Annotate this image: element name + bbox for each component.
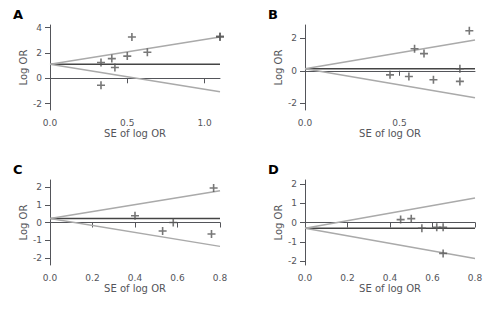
svg-text:-1: -1 (33, 235, 42, 245)
svg-text:B: B (268, 7, 278, 22)
svg-text:-2: -2 (288, 98, 297, 108)
svg-text:-1: -1 (288, 237, 297, 247)
svg-text:SE of log OR: SE of log OR (104, 128, 166, 139)
svg-text:2: 2 (291, 179, 297, 189)
svg-text:-2: -2 (33, 99, 42, 109)
svg-text:0.0: 0.0 (43, 118, 58, 128)
svg-text:0.6: 0.6 (170, 273, 185, 283)
svg-text:0: 0 (291, 66, 297, 76)
svg-text:SE of log OR: SE of log OR (104, 283, 166, 294)
svg-text:1: 1 (291, 198, 297, 208)
svg-text:0.6: 0.6 (425, 273, 440, 283)
svg-text:0: 0 (36, 73, 42, 83)
svg-text:0.0: 0.0 (298, 118, 313, 128)
svg-text:D: D (268, 162, 279, 177)
svg-text:0.5: 0.5 (392, 118, 406, 128)
svg-text:0: 0 (291, 218, 297, 228)
svg-text:0.8: 0.8 (213, 273, 228, 283)
svg-text:2: 2 (291, 33, 297, 43)
svg-text:0.4: 0.4 (128, 273, 143, 283)
svg-text:Log OR: Log OR (273, 205, 284, 241)
svg-text:2: 2 (36, 48, 42, 58)
svg-text:1: 1 (36, 200, 42, 210)
svg-text:0.4: 0.4 (383, 273, 398, 283)
svg-text:0.2: 0.2 (340, 273, 354, 283)
svg-text:Log OR: Log OR (18, 205, 29, 241)
svg-text:SE of log OR: SE of log OR (359, 283, 421, 294)
svg-text:-2: -2 (288, 256, 297, 266)
svg-text:1.0: 1.0 (197, 118, 212, 128)
svg-text:-2: -2 (33, 253, 42, 263)
svg-text:2: 2 (36, 182, 42, 192)
svg-text:0.0: 0.0 (298, 273, 313, 283)
svg-text:C: C (13, 162, 23, 177)
svg-text:Log OR: Log OR (18, 50, 29, 86)
svg-text:A: A (13, 7, 23, 22)
svg-text:Log OR: Log OR (273, 50, 284, 86)
svg-text:SE of log OR: SE of log OR (359, 128, 421, 139)
svg-text:0.2: 0.2 (85, 273, 99, 283)
svg-text:0.5: 0.5 (120, 118, 134, 128)
svg-text:4: 4 (36, 23, 42, 33)
svg-text:0: 0 (36, 218, 42, 228)
svg-text:0.8: 0.8 (468, 273, 483, 283)
svg-text:0.0: 0.0 (43, 273, 58, 283)
